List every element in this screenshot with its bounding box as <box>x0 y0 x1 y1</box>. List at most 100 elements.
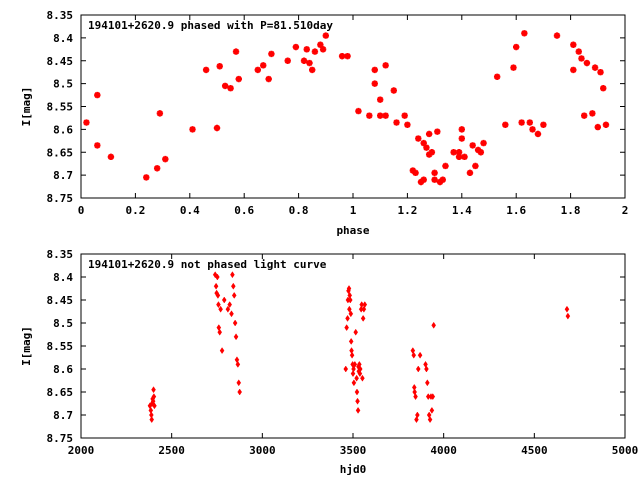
phased-data-point <box>371 66 378 74</box>
unphased-data-point <box>351 365 356 373</box>
phased-data-point <box>412 169 419 177</box>
unphased-data-point <box>430 393 436 401</box>
unphased-data-point <box>411 351 417 359</box>
phased-data-point <box>472 162 479 170</box>
phased-data-point <box>425 130 433 138</box>
phased-data-point <box>162 155 169 163</box>
unphased-data-point <box>355 397 360 405</box>
unphased-data-point <box>413 393 418 401</box>
unphased-data-point <box>565 312 571 320</box>
unphased-data-point <box>347 305 352 313</box>
phased-data-point <box>311 48 319 55</box>
phased-x-tick-label: 1 <box>350 204 357 217</box>
phased-x-axis-label: phase <box>336 224 369 237</box>
unphased-data-point <box>431 321 436 329</box>
unphased-data-point <box>348 337 354 345</box>
unphased-data-point <box>429 406 435 414</box>
phased-data-point <box>480 139 487 147</box>
phased-data-point <box>393 119 400 126</box>
unphased-data-point <box>414 416 419 424</box>
phased-data-point <box>450 149 457 156</box>
phased-data-point <box>371 80 378 87</box>
unphased-y-tick-label: 8.4 <box>53 271 73 284</box>
phased-data-point <box>202 66 210 74</box>
unphased-data-point <box>354 388 360 396</box>
unphased-data-point <box>427 416 433 424</box>
unphased-data-point <box>362 301 368 309</box>
phased-data-point <box>390 87 397 94</box>
phased-y-tick-label: 8.6 <box>53 123 73 136</box>
phased-x-tick-label: 1.6 <box>506 204 526 217</box>
phased-data-point <box>338 52 346 60</box>
phased-data-point <box>431 176 438 183</box>
unphased-data-point <box>151 386 156 394</box>
phased-data-point <box>461 153 468 161</box>
unphased-data-point <box>218 305 223 313</box>
unphased-data-point <box>219 347 225 355</box>
unphased-data-point <box>564 305 570 313</box>
unphased-data-point <box>232 319 238 327</box>
phased-data-point <box>260 62 267 69</box>
phased-light-curve-plot: 0 0.2 0.4 0.6 0.8 1 1.2 1.4 1.6 1.8 2 8.35 8.4 8.45 8.… <box>20 9 628 237</box>
phased-y-tick-label: 8.65 <box>47 146 74 159</box>
unphased-y-tick-label: 8.6 <box>53 363 73 376</box>
phased-data-point <box>309 66 316 74</box>
phased-data-point <box>232 48 240 55</box>
unphased-data-point <box>236 379 242 387</box>
phased-data-point <box>94 142 101 149</box>
unphased-data-point <box>425 379 430 387</box>
unphased-data-point <box>237 388 242 396</box>
phased-data-point <box>303 46 310 53</box>
phased-x-tick-label: 0.6 <box>234 204 254 217</box>
phased-data-point <box>466 169 474 177</box>
unphased-x-tick-label: 5000 <box>612 444 639 457</box>
unphased-y-tick-label: 8.75 <box>47 432 74 445</box>
phased-data-point <box>442 162 449 170</box>
unphased-x-axis-label: hjd0 <box>340 463 367 476</box>
phased-data-point <box>382 112 389 119</box>
unphased-data-point <box>213 282 219 290</box>
phased-data-point <box>502 121 509 128</box>
phased-data-point <box>355 107 362 115</box>
unphased-data-point <box>357 370 363 378</box>
phased-y-tick-label: 8.4 <box>53 32 73 45</box>
phased-data-point <box>458 126 465 133</box>
phased-data-point <box>235 75 242 83</box>
phased-data-point <box>436 178 444 186</box>
phased-data-point <box>425 151 433 158</box>
phased-data-point <box>317 41 324 48</box>
unphased-data-point <box>216 301 221 309</box>
phased-data-point <box>521 30 528 37</box>
phased-data-point <box>415 135 422 142</box>
phased-data-point <box>366 112 373 119</box>
phased-data-point <box>583 59 591 67</box>
unphased-data-point <box>233 333 239 341</box>
unphased-y-tick-label: 8.35 <box>47 248 74 261</box>
unphased-y-tick-label: 8.5 <box>53 317 73 330</box>
unphased-data-point <box>346 285 352 292</box>
phased-data-point <box>143 174 150 181</box>
phased-x-tick-label: 0.8 <box>289 204 309 217</box>
unphased-y-tick-label: 8.55 <box>47 340 74 353</box>
phased-data-point <box>474 146 482 154</box>
unphased-data-point <box>149 416 155 424</box>
phased-data-point <box>455 149 463 156</box>
unphased-y-tick-label: 8.45 <box>47 294 74 307</box>
phased-data-point <box>322 32 329 39</box>
unphased-data-point <box>227 301 232 309</box>
phased-data-point <box>529 126 536 133</box>
unphased-data-point <box>230 271 235 279</box>
unphased-data-point <box>355 406 361 414</box>
phased-data-point <box>423 144 430 151</box>
phased-data-point <box>382 62 389 69</box>
unphased-data-point <box>151 393 157 401</box>
phased-data-point <box>401 112 408 119</box>
phased-x-tick-label: 1.4 <box>452 204 472 217</box>
phased-data-point <box>428 149 436 156</box>
phased-x-tick-label: 0 <box>78 204 85 217</box>
phased-data-point <box>513 43 520 51</box>
phased-y-axis-label: I[mag] <box>20 87 33 127</box>
unphased-data-point <box>343 365 349 373</box>
phased-data-point <box>284 57 291 64</box>
phased-plot-frame <box>80 14 626 199</box>
